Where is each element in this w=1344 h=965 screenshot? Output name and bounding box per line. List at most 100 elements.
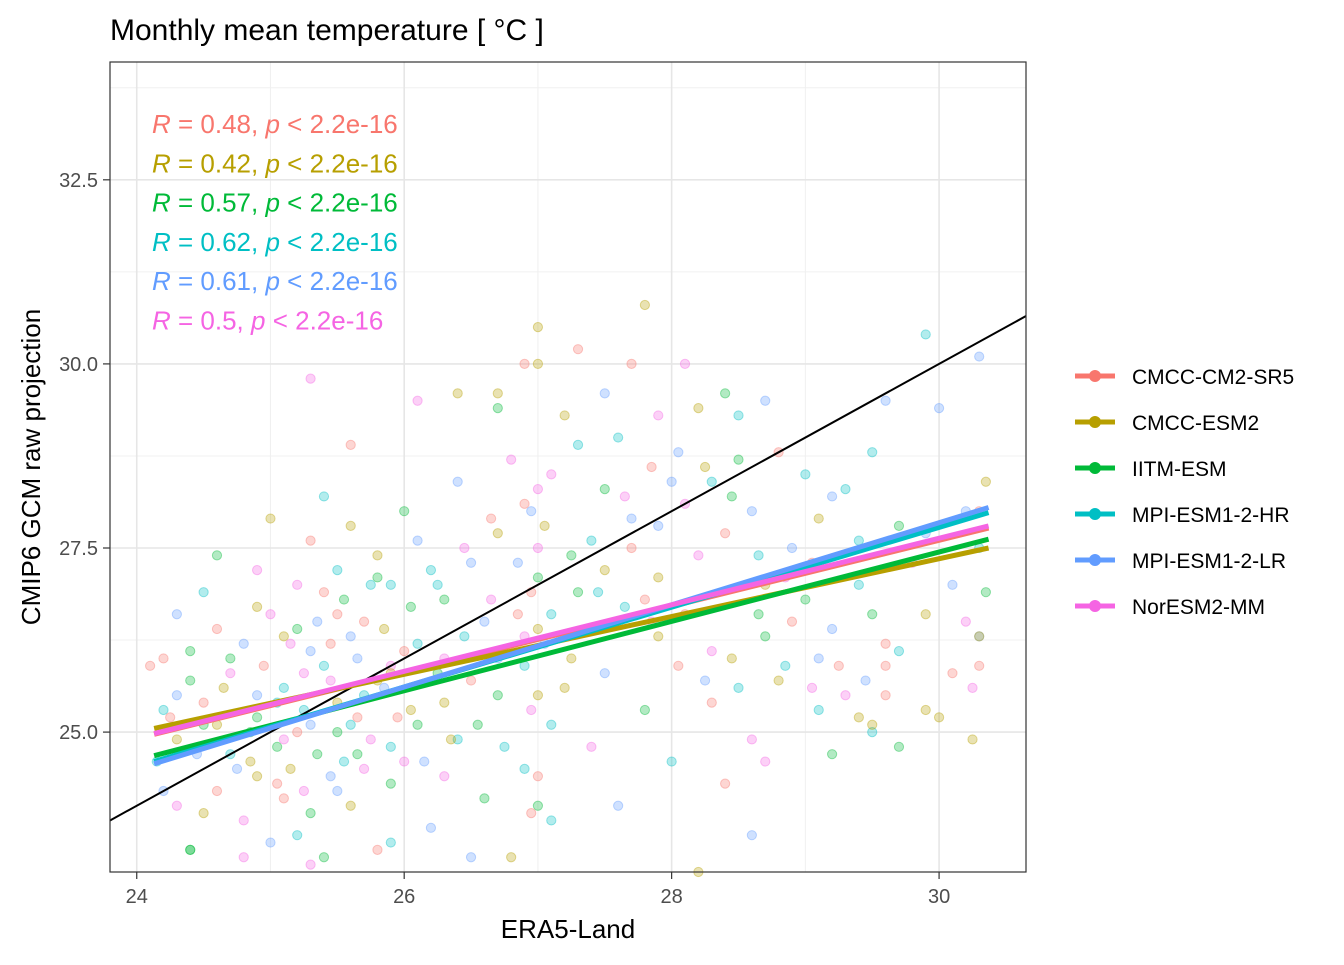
stat-text: = 0.62, — [171, 227, 266, 257]
data-point — [572, 344, 584, 355]
data-point — [960, 616, 971, 627]
data-point — [733, 410, 744, 421]
data-point — [405, 601, 416, 613]
data-point — [867, 719, 878, 730]
stat-symbol: R — [152, 227, 171, 257]
stat-text: = 0.61, — [171, 266, 266, 296]
data-point — [332, 609, 343, 620]
data-point — [465, 557, 477, 568]
data-point — [506, 454, 517, 465]
data-point — [893, 645, 905, 657]
data-point — [512, 609, 523, 620]
legend-point-key — [1089, 416, 1101, 428]
data-point — [385, 837, 396, 848]
data-point — [425, 564, 437, 576]
data-point — [679, 358, 691, 370]
data-point — [278, 682, 289, 694]
legend-label: CMCC-ESM2 — [1132, 412, 1259, 435]
legend-point-key — [1089, 370, 1101, 382]
legend-item: MPI-ESM1-2-LR — [1075, 550, 1286, 573]
data-point — [171, 609, 182, 620]
data-point — [613, 800, 624, 811]
y-axis: 25.0 27.5 30.0 32.5 — [59, 170, 110, 744]
data-point — [693, 402, 704, 414]
data-point — [933, 402, 945, 414]
data-point — [699, 675, 711, 686]
data-point — [666, 756, 677, 767]
data-point — [539, 520, 550, 532]
data-point — [800, 594, 811, 605]
data-point — [171, 734, 182, 745]
data-point — [532, 542, 544, 554]
data-point — [452, 476, 463, 487]
x-tick-label: 30 — [928, 886, 950, 908]
data-point — [532, 483, 544, 495]
stat-symbol: p — [264, 227, 279, 257]
data-point — [251, 712, 263, 723]
data-point — [806, 682, 818, 694]
data-point — [586, 535, 597, 546]
data-point — [974, 660, 985, 671]
data-point — [920, 329, 931, 340]
data-point — [392, 712, 403, 723]
data-point — [358, 616, 370, 627]
correlation-labels: R = 0.48, p < 2.2e-16R = 0.42, p < 2.2e-… — [152, 109, 398, 336]
stat-text: < 2.2e-16 — [280, 266, 398, 296]
data-point — [592, 587, 604, 598]
data-point — [760, 756, 771, 767]
data-point — [813, 704, 824, 716]
data-point — [599, 564, 610, 576]
data-point — [352, 712, 363, 723]
data-point — [546, 815, 557, 826]
data-point — [338, 756, 350, 767]
data-point — [566, 550, 577, 561]
data-point — [753, 550, 764, 561]
data-point — [532, 771, 544, 782]
data-point — [827, 491, 838, 502]
data-point — [880, 660, 891, 671]
data-point — [626, 358, 637, 370]
data-point — [332, 785, 343, 797]
data-point — [920, 704, 931, 716]
data-point — [800, 469, 811, 480]
data-point — [372, 572, 383, 583]
stat-label: R = 0.62, p < 2.2e-16 — [152, 227, 398, 257]
stat-text: < 2.2e-16 — [280, 188, 398, 218]
data-point — [251, 601, 263, 613]
data-point — [867, 726, 878, 738]
data-point — [292, 579, 303, 590]
data-point — [639, 704, 650, 716]
data-point — [439, 697, 450, 708]
data-point — [546, 609, 557, 620]
data-point — [532, 623, 544, 635]
data-point — [298, 785, 309, 797]
stat-text: < 2.2e-16 — [280, 109, 398, 139]
data-point — [486, 513, 497, 524]
data-point — [599, 388, 610, 399]
data-point — [526, 807, 537, 819]
data-point — [198, 697, 209, 708]
data-point — [292, 623, 303, 635]
data-point — [312, 616, 323, 627]
data-point — [465, 852, 477, 863]
data-point — [673, 447, 684, 458]
data-point — [405, 704, 416, 716]
data-point — [165, 712, 176, 723]
data-point — [532, 321, 544, 333]
data-point — [318, 660, 330, 671]
data-point — [626, 513, 637, 524]
data-point — [980, 476, 991, 487]
data-point — [419, 756, 430, 767]
regression-line — [153, 523, 990, 736]
data-point — [720, 778, 731, 789]
data-point — [158, 704, 169, 716]
data-point — [285, 638, 296, 649]
data-point — [399, 645, 410, 657]
x-tick-label: 26 — [393, 886, 415, 908]
data-point — [519, 358, 530, 370]
data-point — [211, 623, 223, 635]
data-point — [880, 395, 891, 406]
data-point — [893, 520, 905, 532]
data-point — [365, 734, 376, 745]
data-point — [786, 616, 798, 627]
